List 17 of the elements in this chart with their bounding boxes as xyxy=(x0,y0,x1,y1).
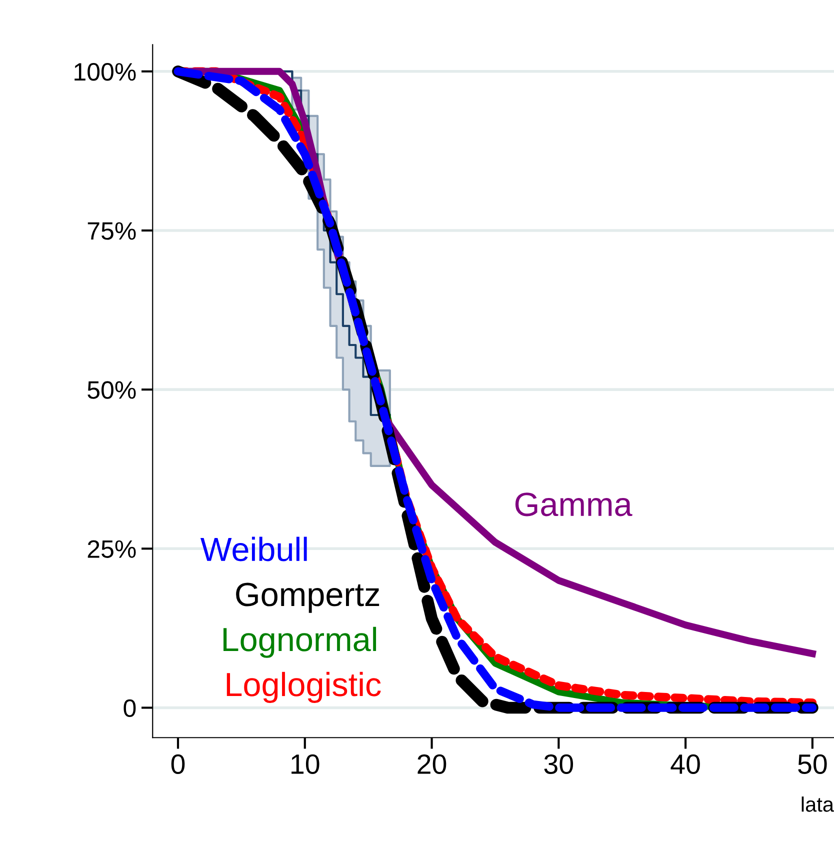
x-tick-label: 0 xyxy=(171,754,185,774)
y-tick-label: 75% xyxy=(88,222,136,240)
x-tick-label: 20 xyxy=(418,754,446,774)
x-tick-label: 10 xyxy=(292,754,320,774)
x-tick-label: 50 xyxy=(798,754,827,774)
text: Loglogistic xyxy=(226,672,381,703)
y-tick-label: 100% xyxy=(74,63,136,81)
y-tick-label: 50% xyxy=(88,381,136,399)
text: Lognormal xyxy=(223,626,376,658)
series-label: Gamma xyxy=(515,492,632,516)
y-tick-label: 25% xyxy=(88,540,136,558)
y-tick-label: 0 xyxy=(124,699,136,718)
series-label: Gompertz xyxy=(236,582,380,613)
text: Weibull xyxy=(200,536,307,562)
x-axis-title: lata xyxy=(802,796,834,812)
x-tick-label: 30 xyxy=(544,754,574,774)
x-tick-label: 40 xyxy=(670,754,700,774)
